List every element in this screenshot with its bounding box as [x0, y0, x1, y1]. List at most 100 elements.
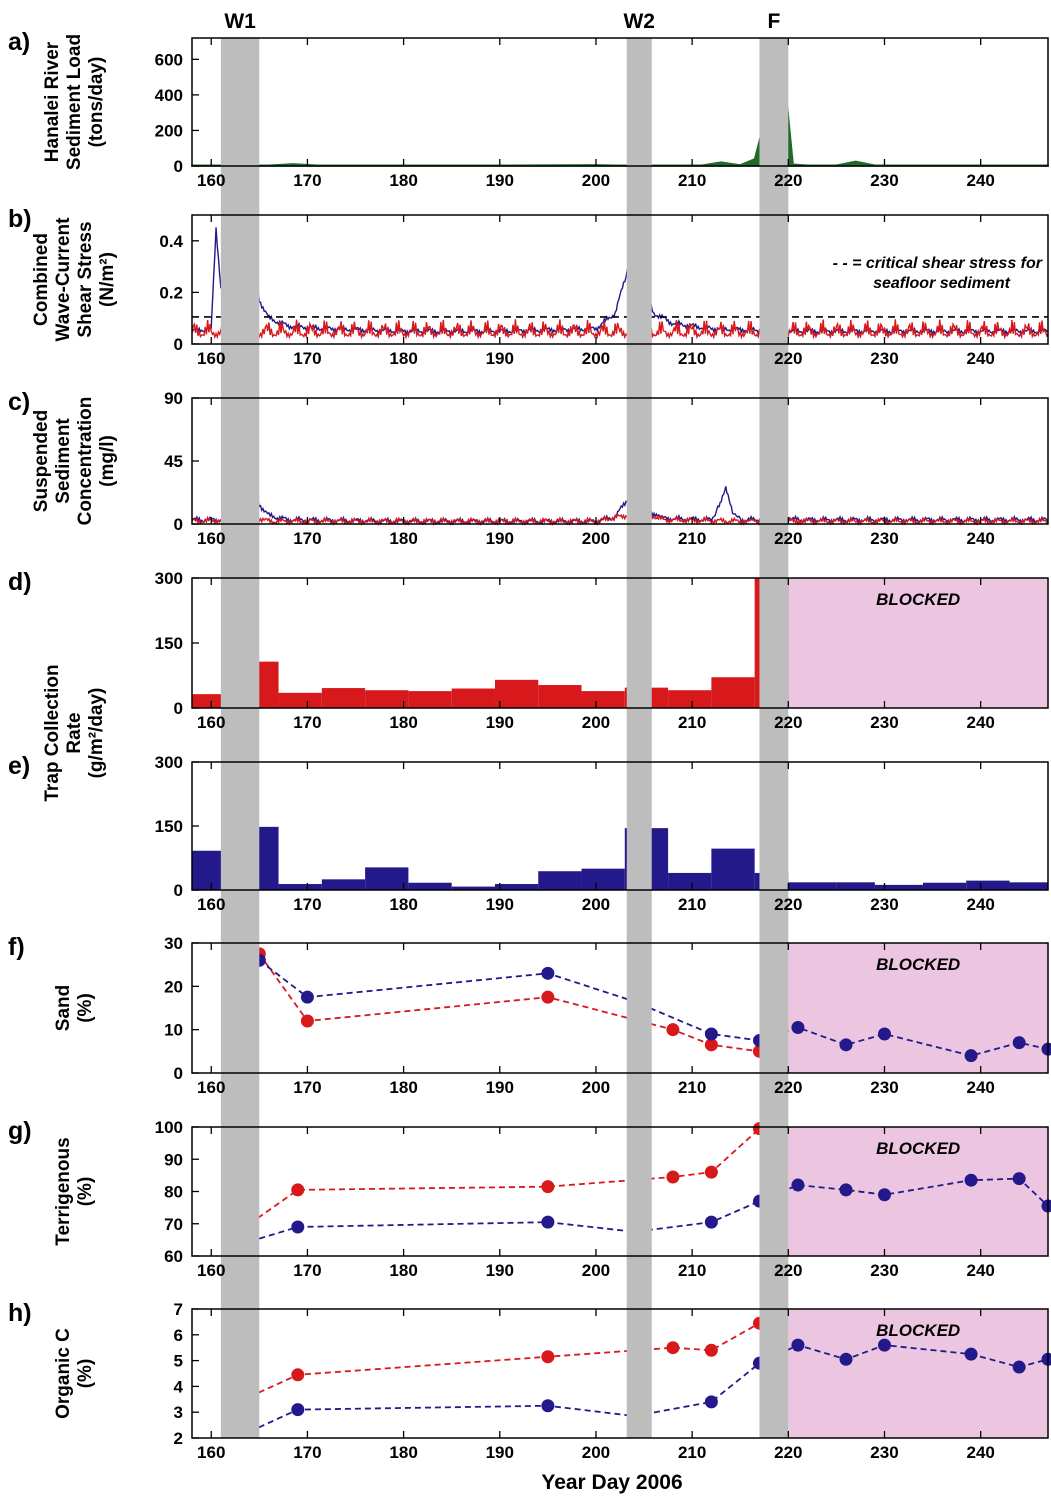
line-series-red	[191, 398, 1049, 526]
threshold-annotation: seafloor sediment	[873, 275, 1011, 292]
x-tick-label: 160	[197, 529, 225, 548]
y-axis-label: (mg/l)	[97, 435, 118, 487]
data-point	[839, 1352, 853, 1366]
y-tick-label: 0	[174, 157, 183, 176]
event-label: W1	[224, 10, 256, 33]
blocked-label: BLOCKED	[876, 590, 960, 609]
x-tick-label: 170	[293, 713, 321, 732]
bar	[494, 884, 539, 890]
x-tick-label: 190	[486, 1078, 514, 1097]
x-tick-label: 190	[486, 713, 514, 732]
y-tick-label: 100	[155, 1118, 183, 1137]
y-tick-label: 6	[174, 1326, 183, 1345]
panel-label: a)	[8, 28, 30, 56]
x-tick-label: 160	[197, 349, 225, 368]
data-point	[291, 1220, 305, 1234]
y-axis-label: (N/m²)	[97, 252, 118, 307]
data-point	[1012, 1172, 1026, 1186]
event-band	[626, 38, 652, 1438]
line-series-red	[191, 319, 1049, 340]
y-tick-label: 60	[164, 1247, 183, 1266]
data-point	[1012, 1036, 1026, 1050]
bar	[365, 867, 409, 890]
panel-label: e)	[8, 752, 30, 780]
x-tick-label: 210	[678, 1078, 706, 1097]
data-point	[1012, 1360, 1026, 1374]
x-tick-label: 210	[678, 171, 706, 190]
blocked-label: BLOCKED	[876, 955, 960, 974]
x-tick-label: 200	[582, 1078, 610, 1097]
data-point	[839, 1183, 853, 1197]
data-point	[791, 1021, 805, 1034]
axes-frame	[191, 1308, 1049, 1439]
x-tick-label: 170	[293, 1261, 321, 1280]
y-tick-label: 90	[164, 389, 183, 408]
dashed-line-red	[249, 1127, 761, 1225]
bar	[922, 882, 967, 890]
y-axis-label: Sediment Load	[64, 34, 85, 170]
y-tick-label: 200	[155, 121, 183, 140]
x-tick-label: 210	[678, 529, 706, 548]
bar	[668, 872, 712, 890]
axes-frame	[191, 214, 1049, 345]
data-point	[964, 1173, 978, 1187]
x-tick-label: 230	[870, 1078, 898, 1097]
x-tick-label: 240	[966, 1078, 994, 1097]
x-tick-label: 180	[389, 349, 417, 368]
x-tick-label: 160	[197, 171, 225, 190]
y-axis-label: (%)	[75, 1359, 96, 1389]
y-tick-label: 600	[155, 50, 183, 69]
data-point	[964, 1347, 978, 1361]
x-tick-label: 160	[197, 1261, 225, 1280]
x-tick-label: 240	[966, 895, 994, 914]
y-axis-label: Trap Collection	[42, 664, 63, 801]
y-tick-label: 30	[164, 934, 183, 953]
event-label: W2	[623, 10, 655, 33]
y-tick-label: 400	[155, 86, 183, 105]
x-tick-label: 220	[774, 1078, 802, 1097]
x-tick-label: 170	[293, 895, 321, 914]
data-point	[964, 1049, 978, 1063]
y-tick-label: 45	[164, 452, 183, 471]
x-tick-label: 230	[870, 1261, 898, 1280]
y-tick-label: 0	[174, 881, 183, 900]
y-tick-label: 20	[164, 977, 183, 996]
axes-frame	[191, 37, 1049, 167]
x-tick-label: 200	[582, 1261, 610, 1280]
x-tick-label: 220	[774, 713, 802, 732]
data-point	[541, 990, 555, 1004]
x-tick-label: 240	[966, 171, 994, 190]
data-point	[541, 1215, 555, 1229]
bar	[581, 691, 625, 708]
bar	[408, 691, 452, 708]
y-axis-label: (%)	[75, 993, 96, 1023]
x-tick-label: 210	[678, 1443, 706, 1462]
data-point	[877, 1338, 891, 1352]
data-point	[291, 1183, 305, 1197]
data-point	[704, 1343, 718, 1357]
y-tick-label: 0	[174, 699, 183, 718]
x-tick-label: 160	[197, 895, 225, 914]
y-axis-label: Combined	[31, 233, 52, 326]
bar	[788, 882, 837, 890]
blocked-region	[788, 578, 1048, 708]
bar	[451, 886, 495, 890]
area-series-green	[191, 37, 1049, 167]
x-tick-label: 170	[293, 1443, 321, 1462]
x-tick-label: 230	[870, 529, 898, 548]
blocked-region	[788, 1127, 1048, 1256]
x-tick-label: 220	[774, 1261, 802, 1280]
x-tick-label: 240	[966, 349, 994, 368]
data-point	[791, 1178, 805, 1192]
y-tick-label: 0.4	[159, 232, 183, 251]
bar	[711, 677, 755, 708]
y-tick-label: 5	[174, 1352, 183, 1371]
data-point	[791, 1338, 805, 1352]
data-point	[839, 1038, 853, 1052]
blocked-region	[788, 943, 1048, 1073]
data-point	[666, 1170, 680, 1184]
data-point	[541, 1350, 555, 1364]
data-point	[291, 1403, 305, 1417]
x-tick-label: 220	[774, 349, 802, 368]
